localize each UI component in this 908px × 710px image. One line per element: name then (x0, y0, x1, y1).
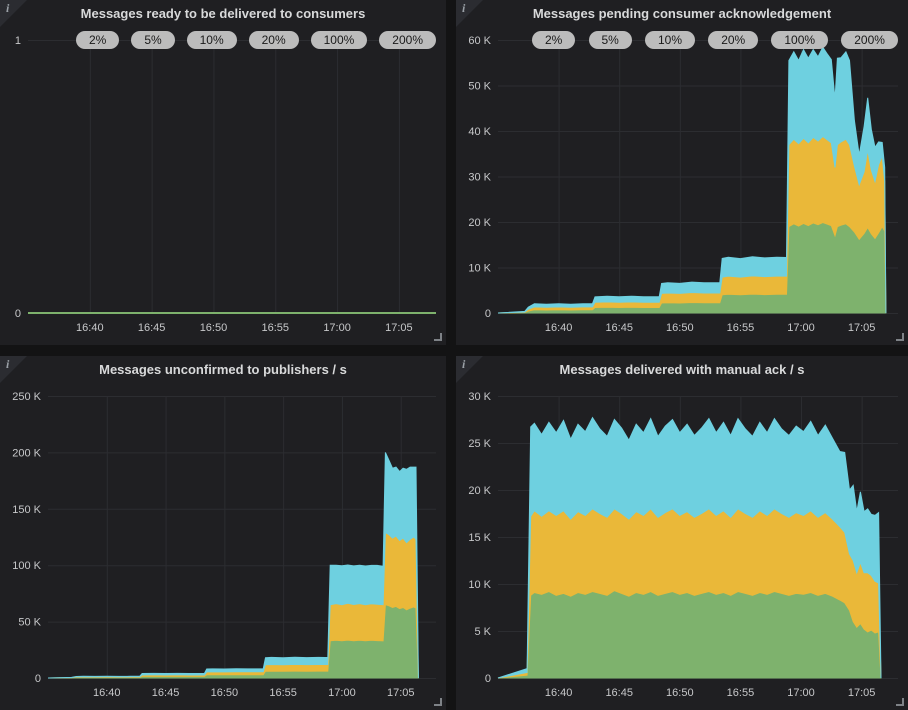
y-tick-label: 20 K (468, 485, 491, 497)
chart-plot[interactable]: 30 K 25 K 20 K 15 K 10 K 5 K 0 16:40 16:45 16:50 1… (456, 382, 908, 710)
chart-pending-ack: 60 K 50 K 40 K 30 K 20 K 10 K 0 16:40 16:45 16:50… (468, 35, 898, 334)
resize-handle-icon[interactable] (896, 333, 904, 341)
info-corner[interactable] (0, 356, 27, 383)
x-tick-label: 17:05 (387, 687, 415, 699)
panel-title[interactable]: Messages ready to be delivered to consum… (80, 6, 366, 21)
x-tick-label: 17:00 (787, 687, 815, 699)
x-tick-label: 16:45 (138, 322, 166, 334)
info-icon: i (462, 357, 466, 371)
series-area-cyan (497, 46, 887, 314)
chart-unconfirmed: 250 K 200 K 150 K 100 K 50 K 0 16:40 16:45 16:50… (12, 391, 436, 699)
x-tick-label: 16:50 (666, 687, 694, 699)
x-tick-label: 16:55 (727, 322, 755, 334)
x-tick-label: 17:00 (323, 322, 351, 334)
y-tick-label: 5 K (474, 626, 491, 638)
x-tick-label: 16:40 (93, 687, 121, 699)
x-tick-label: 17:05 (385, 322, 413, 334)
threshold-badge-200[interactable]: 200% (379, 31, 436, 49)
threshold-badge-100[interactable]: 100% (771, 31, 829, 49)
y-tick-label: 30 K (468, 172, 491, 184)
x-tick-label: 16:55 (269, 687, 297, 699)
y-tick-label: 50 K (18, 617, 41, 629)
y-tick-label: 30 K (468, 391, 491, 403)
threshold-badges: 2% 5% 10% 20% 100% 200% (532, 31, 898, 49)
info-icon: i (6, 357, 10, 371)
y-tick-label: 1 (15, 35, 21, 47)
chart-ready: 1 0 16:40 16:45 16:50 16:55 17:00 17:05 (15, 35, 436, 334)
panel-title[interactable]: Messages pending consumer acknowledgemen… (532, 6, 832, 21)
x-tick-label: 17:05 (848, 687, 876, 699)
y-tick-label: 15 K (468, 532, 491, 544)
resize-handle-icon[interactable] (434, 333, 442, 341)
y-tick-label: 100 K (12, 560, 41, 572)
threshold-badge-10[interactable]: 10% (645, 31, 696, 49)
info-corner[interactable] (0, 0, 27, 27)
x-tick-label: 16:45 (152, 687, 180, 699)
threshold-badge-100[interactable]: 100% (310, 31, 368, 49)
y-tick-label: 150 K (12, 504, 41, 516)
panel-messages-ready: i Messages ready to be delivered to cons… (0, 0, 446, 345)
panel-messages-pending-ack: i Messages pending consumer acknowledgem… (456, 0, 908, 345)
panel-messages-unconfirmed: i Messages unconfirmed to publishers / s… (0, 356, 446, 710)
x-tick-label: 16:50 (200, 322, 228, 334)
x-tick-label: 16:40 (76, 322, 104, 334)
chart-plot[interactable]: 60 K 50 K 40 K 30 K 20 K 10 K 0 16:40 16:45 16:50… (456, 26, 908, 345)
threshold-badge-20[interactable]: 20% (708, 31, 759, 49)
info-icon: i (6, 1, 10, 15)
y-tick-label: 0 (485, 308, 491, 320)
panel-messages-delivered: i Messages delivered with manual ack / s… (456, 356, 908, 710)
y-tick-label: 20 K (468, 217, 491, 229)
x-tick-label: 16:40 (545, 322, 573, 334)
y-tick-label: 0 (35, 673, 41, 685)
x-tick-label: 17:00 (328, 687, 356, 699)
resize-handle-icon[interactable] (434, 698, 442, 706)
threshold-badge-10[interactable]: 10% (186, 31, 237, 49)
x-tick-label: 16:50 (211, 687, 239, 699)
info-icon: i (462, 1, 466, 15)
panel-title[interactable]: Messages delivered with manual ack / s (559, 362, 805, 377)
threshold-badge-20[interactable]: 20% (248, 31, 299, 49)
threshold-badge-200[interactable]: 200% (841, 31, 898, 49)
y-tick-label: 25 K (468, 438, 491, 450)
x-tick-label: 16:45 (605, 687, 633, 699)
threshold-badges: 2% 5% 10% 20% 100% 200% (76, 31, 436, 49)
y-tick-label: 40 K (468, 126, 491, 138)
threshold-badge-2[interactable]: 2% (532, 31, 576, 49)
x-tick-label: 16:55 (262, 322, 290, 334)
y-tick-label: 10 K (468, 263, 491, 275)
series-area-green (497, 590, 882, 679)
x-tick-label: 16:40 (545, 687, 573, 699)
y-tick-label: 0 (15, 308, 21, 320)
y-tick-label: 200 K (12, 447, 41, 459)
chart-delivered: 30 K 25 K 20 K 15 K 10 K 5 K 0 16:40 16:45 16:50 1… (468, 391, 898, 699)
x-tick-label: 16:50 (666, 322, 694, 334)
threshold-badge-5[interactable]: 5% (588, 31, 632, 49)
chart-plot[interactable]: 1 0 16:40 16:45 16:50 16:55 17:00 17:05 (0, 26, 446, 345)
x-tick-label: 17:05 (848, 322, 876, 334)
info-corner[interactable] (456, 0, 483, 27)
x-tick-label: 17:00 (787, 322, 815, 334)
y-tick-label: 10 K (468, 579, 491, 591)
y-tick-label: 0 (485, 673, 491, 685)
y-tick-label: 60 K (468, 35, 491, 47)
info-corner[interactable] (456, 356, 483, 383)
threshold-badge-2[interactable]: 2% (76, 31, 120, 49)
y-tick-label: 250 K (12, 391, 41, 403)
panel-title[interactable]: Messages unconfirmed to publishers / s (99, 362, 347, 377)
x-tick-label: 16:45 (605, 322, 633, 334)
threshold-badge-5[interactable]: 5% (131, 31, 175, 49)
resize-handle-icon[interactable] (896, 698, 904, 706)
series-area-cyan (47, 452, 419, 679)
x-tick-label: 16:55 (727, 687, 755, 699)
y-tick-label: 50 K (468, 81, 491, 93)
chart-plot[interactable]: 250 K 200 K 150 K 100 K 50 K 0 16:40 16:45 16:50… (0, 382, 446, 710)
series-area-cyan (497, 416, 882, 679)
